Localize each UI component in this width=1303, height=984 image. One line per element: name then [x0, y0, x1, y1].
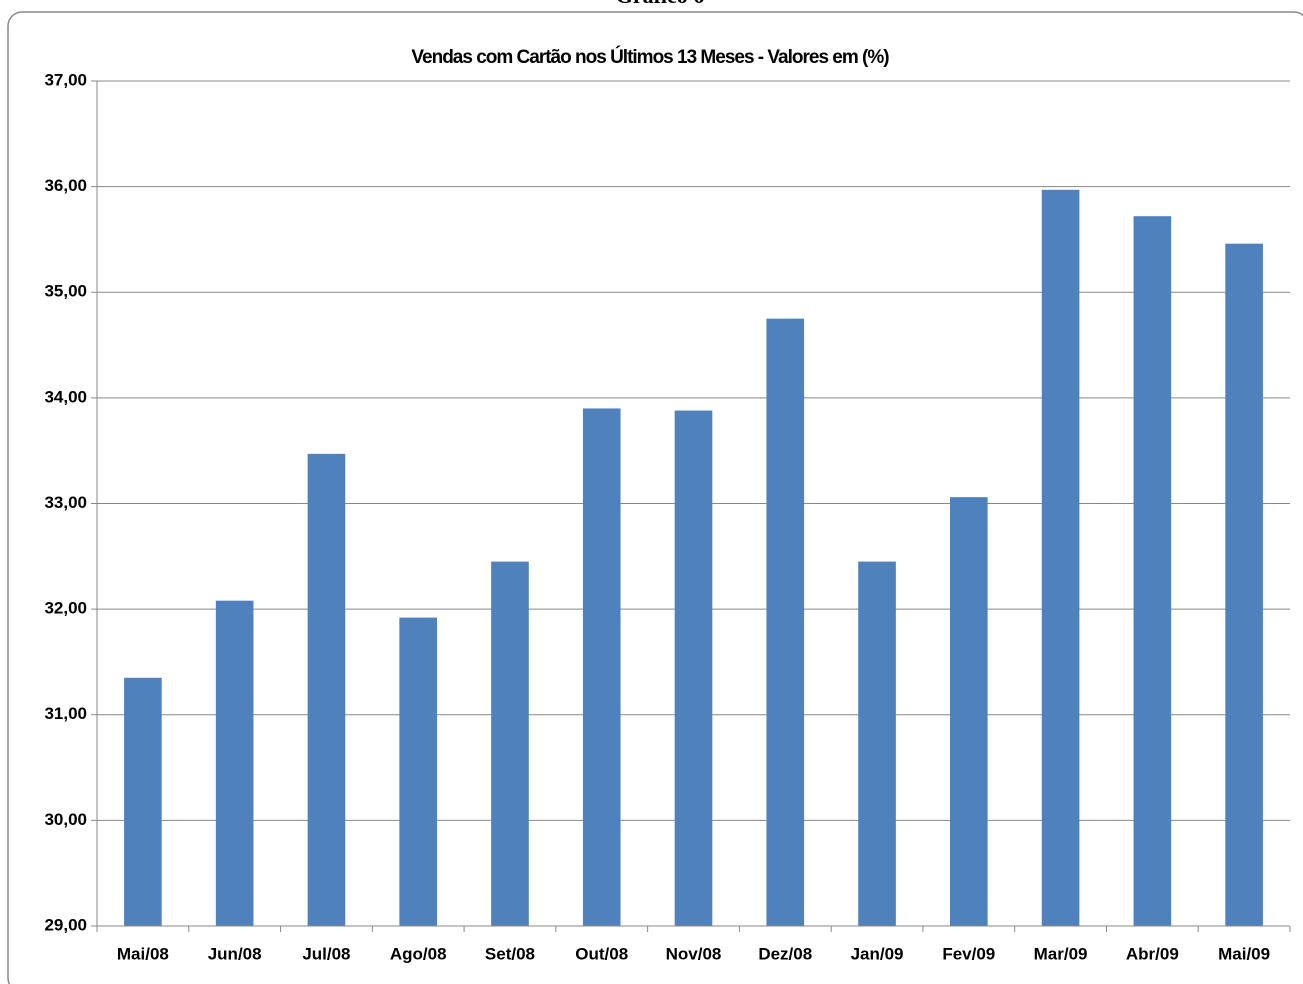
x-tick-label: Nov/08	[666, 944, 722, 963]
bar	[215, 600, 254, 926]
bar	[766, 318, 805, 926]
y-tick-label: 35,00	[44, 282, 87, 301]
x-tick-label: Mar/09	[1034, 944, 1088, 963]
x-tick-label: Abr/09	[1126, 944, 1179, 963]
y-tick-label: 30,00	[44, 810, 87, 829]
bar	[1041, 189, 1080, 926]
chart-frame	[7, 11, 1303, 984]
bar	[949, 497, 988, 926]
x-tick-label: Ago/08	[390, 944, 447, 963]
x-tick-label: Mai/08	[117, 944, 169, 963]
bar	[582, 408, 621, 926]
y-tick-label: 34,00	[44, 387, 87, 406]
bar	[491, 561, 529, 926]
chart-title: Vendas com Cartão nos Últimos 13 Meses -…	[411, 46, 889, 68]
bar	[399, 617, 438, 926]
y-tick-label: 31,00	[44, 704, 87, 723]
x-tick-label: Jun/08	[208, 944, 262, 963]
bar	[307, 453, 346, 926]
bar	[1225, 243, 1263, 927]
x-tick-label: Out/08	[575, 944, 628, 963]
bar	[858, 561, 896, 926]
y-tick-label: 33,00	[44, 493, 87, 512]
x-tick-label: Set/08	[485, 944, 535, 963]
chart-heading: Gráfico 6	[616, 0, 705, 8]
x-tick-label: Jul/08	[302, 944, 350, 963]
x-tick-label: Mai/09	[1218, 944, 1270, 963]
x-tick-label: Fev/09	[942, 944, 995, 963]
bar	[674, 410, 713, 926]
y-tick-label: 29,00	[44, 915, 87, 934]
y-tick-label: 37,00	[44, 70, 87, 89]
y-tick-label: 32,00	[44, 599, 87, 618]
x-tick-label: Dez/08	[758, 944, 812, 963]
y-tick-label: 36,00	[44, 176, 87, 195]
x-tick-label: Jan/09	[851, 944, 904, 963]
bar	[124, 677, 162, 926]
bar	[1133, 216, 1172, 926]
